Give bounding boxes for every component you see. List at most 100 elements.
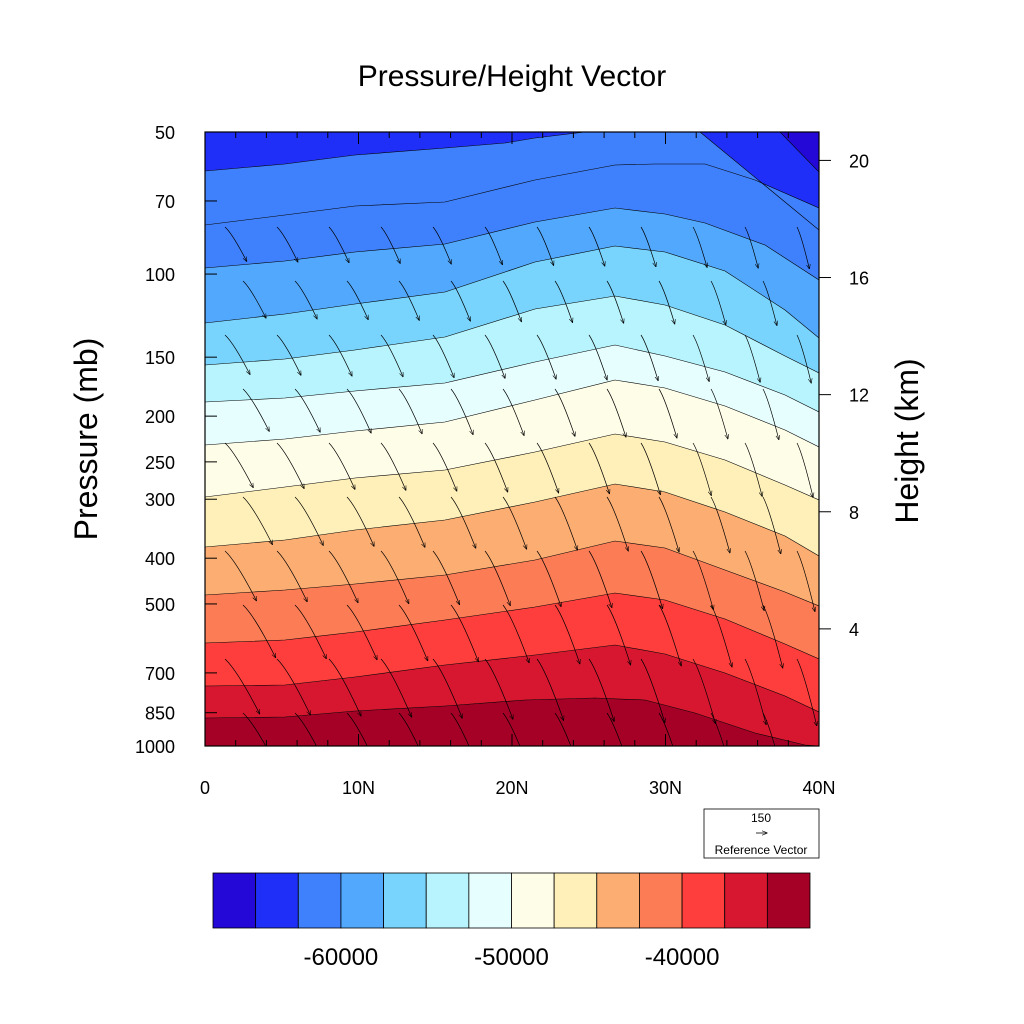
wind-vector-arrow — [224, 226, 247, 261]
wind-vector-arrow — [658, 280, 675, 324]
wind-vector-arrow — [346, 496, 374, 546]
wind-vector-arrow — [796, 442, 813, 497]
x-tick-label: 40N — [802, 778, 835, 798]
wind-vector-arrow — [242, 388, 269, 431]
wind-vector-arrow — [224, 550, 256, 601]
colorbar-swatch — [340, 872, 384, 929]
contour-line — [205, 592, 819, 660]
wind-vector-arrow — [450, 496, 476, 548]
wind-vector-arrow — [276, 442, 304, 488]
wind-vector-arrow — [658, 712, 674, 746]
wind-vector-arrow — [276, 226, 298, 262]
contour-band — [205, 132, 819, 230]
wind-vector-arrow — [432, 550, 460, 605]
wind-vector-arrow — [588, 226, 605, 266]
contour-line — [205, 483, 819, 557]
wind-vector-arrow — [380, 334, 403, 377]
contour-line — [205, 132, 819, 172]
contour-line — [205, 163, 819, 226]
contour-line — [205, 207, 819, 281]
reference-vector-box: 150 Reference Vector — [703, 808, 820, 859]
wind-vector-arrow — [536, 658, 564, 720]
wind-vector-arrow — [450, 712, 470, 746]
wind-vector-arrow — [450, 280, 470, 321]
wind-vector-arrow — [744, 442, 762, 496]
pressure-tick-label: 150 — [145, 348, 175, 368]
wind-vector-arrow — [588, 550, 612, 608]
wind-vector-arrow — [380, 442, 406, 490]
colorbar-swatch — [553, 872, 598, 929]
wind-vector-arrow — [692, 658, 715, 724]
height-tick-label: 20 — [849, 151, 869, 171]
x-axis: 0 10N 20N 30N 40N — [200, 132, 836, 798]
contour-line — [205, 433, 819, 501]
wind-vector-arrow — [536, 226, 554, 265]
wind-vector-arrow — [692, 334, 709, 381]
chart-title: Pressure/Height Vector — [358, 60, 666, 93]
wind-vector-arrow — [398, 496, 425, 547]
colorbar-swatch — [724, 872, 768, 929]
wind-vector-arrow — [224, 658, 260, 714]
contour-line — [699, 132, 819, 231]
wind-vector-arrow — [450, 604, 478, 662]
wind-vector-arrow — [398, 388, 422, 434]
wind-vector-arrow — [242, 604, 276, 658]
contour-line — [205, 379, 819, 448]
wind-vector-arrow — [380, 550, 409, 604]
wind-vector-arrow — [588, 658, 614, 721]
contour-band — [205, 164, 819, 280]
wind-vector-arrow — [536, 442, 559, 493]
wind-vector-arrow — [380, 226, 400, 263]
wind-vector-arrow — [502, 604, 529, 663]
contour-line — [205, 295, 819, 374]
contour-fill-layer — [205, 132, 819, 746]
wind-vector-arrow — [796, 658, 817, 726]
wind-vector-arrow — [744, 550, 764, 611]
contour-band — [205, 296, 819, 412]
wind-vector-arrow — [484, 442, 508, 492]
wind-vector-arrow — [484, 658, 513, 719]
height-axis-title: Height (km) — [889, 358, 925, 523]
pressure-tick-label: 250 — [145, 453, 175, 473]
wind-vector-arrow — [432, 334, 454, 378]
contour-band — [205, 246, 819, 373]
wind-vector-arrow — [588, 334, 607, 380]
wind-vector-arrow — [796, 334, 811, 383]
wind-vector-arrow — [328, 226, 349, 263]
wind-vector-arrow — [346, 388, 371, 433]
wind-vector-arrow — [432, 226, 451, 264]
colorbar-swatch — [596, 872, 640, 929]
wind-vector-arrow — [294, 496, 323, 545]
wind-vector-arrow — [328, 442, 355, 489]
colorbar-swatch — [681, 872, 726, 929]
wind-vector-arrow — [640, 442, 660, 495]
wind-vector-arrow — [744, 658, 766, 725]
wind-vector-arrow — [294, 280, 317, 319]
height-tick-label: 8 — [849, 503, 859, 523]
wind-vector-arrow — [484, 334, 505, 378]
wind-vector-arrow — [328, 658, 361, 716]
wind-vector-arrow — [242, 712, 267, 746]
colorbar-label: -60000 — [304, 944, 379, 971]
wind-vector-arrow — [588, 442, 609, 494]
wind-vector-arrow — [658, 496, 679, 552]
wind-vector-arrow — [640, 550, 663, 609]
wind-vector-arrow — [380, 658, 412, 717]
wind-vector-arrow — [242, 280, 266, 318]
wind-vector-arrow — [692, 550, 713, 610]
wind-vector-arrow — [710, 496, 730, 553]
contour-line — [205, 245, 819, 339]
wind-vector-arrow — [294, 712, 317, 746]
x-tick-label: 0 — [200, 778, 210, 798]
contour-band — [205, 593, 819, 712]
contour-band — [205, 645, 819, 746]
pressure-tick-label: 50 — [155, 123, 175, 143]
wind-vector-arrow — [346, 712, 368, 746]
pressure-tick-label: 100 — [145, 265, 175, 285]
wind-vector-arrow — [744, 226, 758, 268]
colorbar-swatch — [297, 872, 342, 929]
wind-vector-arrow — [502, 496, 527, 549]
colorbar-swatch — [766, 872, 811, 929]
colorbar-swatch — [383, 872, 427, 929]
